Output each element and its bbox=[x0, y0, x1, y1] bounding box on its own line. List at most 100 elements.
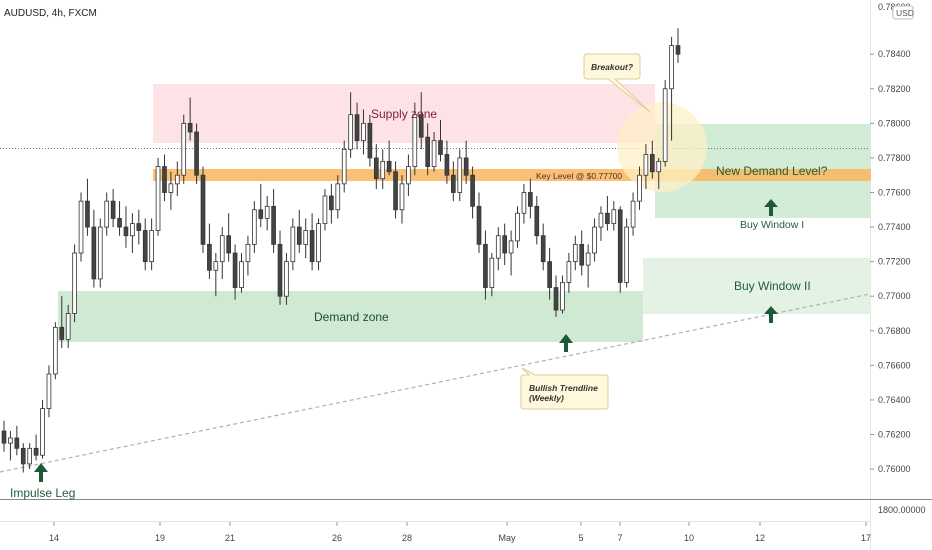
candle-down[interactable] bbox=[296, 226, 302, 245]
candle-down[interactable] bbox=[226, 235, 231, 254]
candle-down[interactable] bbox=[207, 243, 212, 271]
candle-up[interactable] bbox=[284, 261, 289, 297]
candle-up[interactable] bbox=[361, 122, 366, 142]
currency-badge-box[interactable] bbox=[892, 5, 914, 20]
candle-up[interactable] bbox=[341, 148, 347, 185]
candle-down[interactable] bbox=[59, 326, 65, 340]
candle-up[interactable] bbox=[348, 114, 353, 150]
candle-down[interactable] bbox=[136, 223, 142, 231]
candle-down[interactable] bbox=[277, 243, 283, 297]
candle-up[interactable] bbox=[611, 209, 617, 225]
candle-down[interactable] bbox=[463, 157, 469, 176]
candle-up[interactable] bbox=[335, 183, 341, 211]
price-axis[interactable]: 0.76000 0.76200 0.76400 0.76600 0.76800 0.770… bbox=[870, 49, 911, 474]
candle-down[interactable] bbox=[451, 174, 456, 193]
candle-up[interactable] bbox=[245, 243, 251, 263]
candle-down[interactable] bbox=[271, 205, 276, 245]
candle-down[interactable] bbox=[14, 437, 20, 449]
time-axis[interactable]: 14 19 21 26 28 May 5 7 10 12 17 bbox=[49, 522, 871, 543]
candle-up[interactable] bbox=[643, 154, 649, 176]
candle-up[interactable] bbox=[380, 160, 386, 180]
candle-up[interactable] bbox=[239, 261, 244, 288]
candle-up[interactable] bbox=[495, 235, 501, 259]
candle-up[interactable] bbox=[457, 157, 463, 193]
candle-up[interactable] bbox=[489, 257, 495, 288]
candle-down[interactable] bbox=[33, 447, 39, 456]
candle-down[interactable] bbox=[476, 205, 482, 245]
candle-down[interactable] bbox=[200, 174, 206, 245]
candle-down[interactable] bbox=[373, 157, 379, 180]
candle-up[interactable] bbox=[130, 223, 135, 237]
supply-zone-box[interactable] bbox=[153, 84, 655, 143]
candle-down[interactable] bbox=[425, 136, 430, 167]
demand-zone-box[interactable] bbox=[58, 291, 643, 342]
candle-down[interactable] bbox=[162, 166, 167, 193]
candle-up[interactable] bbox=[316, 223, 321, 263]
candle-down[interactable] bbox=[386, 160, 392, 173]
candle-up[interactable] bbox=[637, 174, 642, 202]
candle-up[interactable] bbox=[662, 88, 668, 162]
candle-down[interactable] bbox=[258, 209, 264, 219]
candle-down[interactable] bbox=[354, 114, 360, 142]
candle-down[interactable] bbox=[675, 45, 681, 55]
candle-up[interactable] bbox=[40, 408, 45, 456]
symbol-label[interactable]: AUDUSD, 4h, FXCM bbox=[4, 8, 97, 19]
candle-up[interactable] bbox=[412, 114, 418, 167]
candle-down[interactable] bbox=[20, 447, 26, 465]
candle-up[interactable] bbox=[8, 437, 13, 444]
candle-down[interactable] bbox=[123, 226, 129, 237]
candle-down[interactable] bbox=[444, 154, 450, 176]
candle-up[interactable] bbox=[53, 326, 58, 375]
candle-up[interactable] bbox=[592, 226, 597, 254]
candle-down[interactable] bbox=[309, 230, 315, 263]
candle-up[interactable] bbox=[669, 45, 674, 90]
candle-up[interactable] bbox=[181, 122, 187, 176]
candle-down[interactable] bbox=[502, 235, 508, 254]
candle-up[interactable] bbox=[406, 166, 411, 185]
candle-up[interactable] bbox=[219, 235, 225, 263]
candle-up[interactable] bbox=[97, 226, 103, 280]
candle-up[interactable] bbox=[624, 226, 629, 283]
candle-up[interactable] bbox=[65, 313, 71, 340]
currency-badge[interactable]: USD bbox=[896, 8, 914, 18]
buy-window-2-box[interactable] bbox=[643, 258, 871, 314]
candle-up[interactable] bbox=[174, 174, 180, 185]
candle-up[interactable] bbox=[521, 192, 527, 214]
candle-down[interactable] bbox=[528, 192, 533, 207]
candle-up[interactable] bbox=[155, 166, 161, 231]
candle-up[interactable] bbox=[252, 209, 257, 245]
candle-up[interactable] bbox=[264, 205, 270, 219]
candle-up[interactable] bbox=[168, 183, 174, 193]
candle-down[interactable] bbox=[483, 243, 488, 288]
bullish-trendline[interactable] bbox=[0, 293, 871, 473]
candle-up[interactable] bbox=[46, 373, 52, 409]
candle-down[interactable] bbox=[418, 114, 424, 138]
candle-down[interactable] bbox=[142, 230, 148, 263]
candle-down[interactable] bbox=[117, 218, 122, 228]
candle-down[interactable] bbox=[649, 154, 655, 173]
candle-down[interactable] bbox=[367, 122, 373, 159]
candle-up[interactable] bbox=[656, 160, 662, 173]
candle-up[interactable] bbox=[508, 240, 514, 254]
candle-down[interactable] bbox=[85, 200, 90, 228]
candle-down[interactable] bbox=[553, 287, 559, 311]
candle-up[interactable] bbox=[585, 252, 591, 266]
candle-down[interactable] bbox=[547, 261, 552, 288]
candle-down[interactable] bbox=[470, 174, 475, 207]
candle-up[interactable] bbox=[322, 195, 328, 225]
candle-down[interactable] bbox=[232, 252, 238, 288]
candle-up[interactable] bbox=[290, 226, 296, 263]
candle-down[interactable] bbox=[534, 205, 540, 237]
candle-down[interactable] bbox=[438, 140, 443, 155]
candle-up[interactable] bbox=[572, 243, 578, 263]
candle-up[interactable] bbox=[27, 447, 33, 465]
candle-up[interactable] bbox=[431, 140, 437, 167]
candle-up[interactable] bbox=[566, 261, 572, 283]
candle-down[interactable] bbox=[393, 171, 398, 211]
candle-up[interactable] bbox=[213, 261, 219, 271]
candle-down[interactable] bbox=[329, 195, 334, 211]
candle-up[interactable] bbox=[515, 212, 520, 242]
candle-down[interactable] bbox=[617, 209, 623, 283]
candle-down[interactable] bbox=[540, 235, 546, 263]
candle-down[interactable] bbox=[1, 430, 7, 444]
